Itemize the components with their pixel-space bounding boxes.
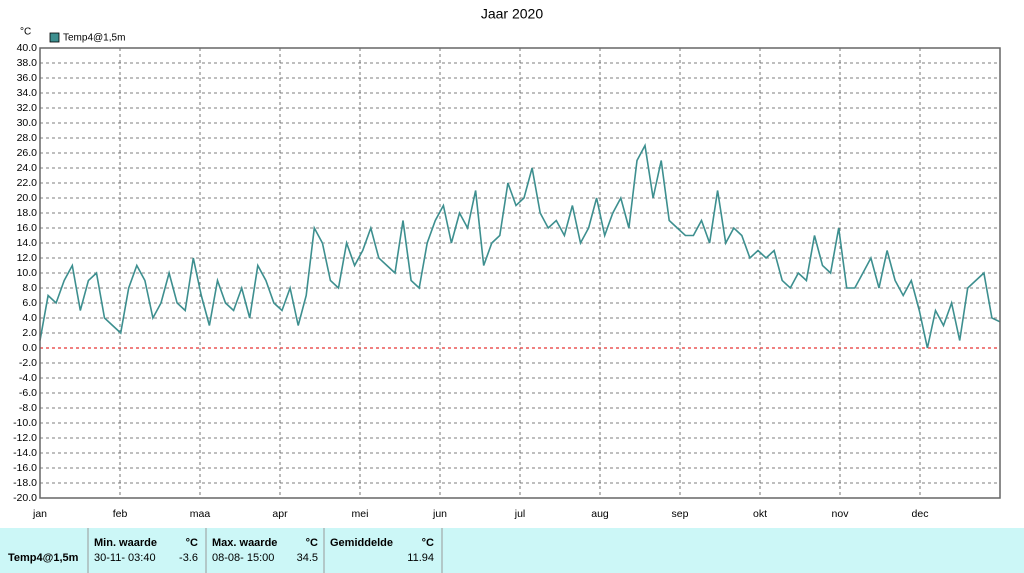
cell-time: 08-08- 15:00 xyxy=(212,552,274,564)
x-tick-label: jun xyxy=(432,508,447,520)
y-tick-label: 10.0 xyxy=(17,267,38,279)
plot-frame xyxy=(39,47,1001,499)
y-tick-label: 32.0 xyxy=(17,102,38,114)
col-unit: °C xyxy=(306,537,318,549)
legend-swatch xyxy=(49,32,60,43)
y-tick-label: -6.0 xyxy=(19,387,37,399)
y-tick-label: 30.0 xyxy=(17,117,38,129)
cell-value: 11.94 xyxy=(407,552,434,564)
col-header: Max. waarde xyxy=(212,537,277,549)
x-tick-label: okt xyxy=(753,508,767,520)
x-tick-label: dec xyxy=(912,508,929,520)
y-tick-label: -14.0 xyxy=(13,447,37,459)
col-header: Min. waarde xyxy=(94,537,157,549)
y-tick-label: 28.0 xyxy=(17,132,38,144)
y-tick-label: 12.0 xyxy=(17,252,38,264)
cell-value: 34.5 xyxy=(297,552,318,564)
y-tick-label: 34.0 xyxy=(17,87,38,99)
y-tick-label: 38.0 xyxy=(17,57,38,69)
data-line xyxy=(39,143,1001,349)
legend-label: Temp4@1,5m xyxy=(63,33,125,44)
y-tick-label: -12.0 xyxy=(13,432,37,444)
y-tick-label: 2.0 xyxy=(22,327,37,339)
y-tick-label: 14.0 xyxy=(17,237,38,249)
y-tick-label: 20.0 xyxy=(17,192,38,204)
col-header: Gemiddelde xyxy=(330,537,393,549)
y-tick-label: 8.0 xyxy=(22,282,37,294)
y-tick-label: 40.0 xyxy=(17,42,38,54)
y-tick-label: -4.0 xyxy=(19,372,37,384)
x-tick-label: sep xyxy=(672,508,689,520)
y-tick-label: -10.0 xyxy=(13,417,37,429)
x-tick-label: feb xyxy=(113,508,128,520)
y-unit: °C xyxy=(20,27,31,38)
y-tick-label: -2.0 xyxy=(19,357,37,369)
y-tick-label: -16.0 xyxy=(13,462,37,474)
chart-title: Jaar 2020 xyxy=(481,6,543,22)
x-tick-label: apr xyxy=(272,508,288,520)
x-tick-label: mei xyxy=(352,508,369,520)
y-tick-label: 22.0 xyxy=(17,177,38,189)
y-tick-label: 36.0 xyxy=(17,72,38,84)
y-tick-label: 0.0 xyxy=(22,342,37,354)
y-tick-label: 4.0 xyxy=(22,312,37,324)
row-label: Temp4@1,5m xyxy=(8,552,79,564)
y-tick-label: 18.0 xyxy=(17,207,38,219)
x-tick-label: jan xyxy=(32,508,47,520)
summary-table xyxy=(0,528,1024,573)
cell-value: -3.6 xyxy=(179,552,198,564)
y-tick-label: 26.0 xyxy=(17,147,38,159)
y-tick-label: 16.0 xyxy=(17,222,38,234)
x-tick-label: jul xyxy=(514,508,526,520)
y-tick-label: -20.0 xyxy=(13,492,37,504)
x-tick-label: aug xyxy=(591,508,609,520)
col-unit: °C xyxy=(422,537,434,549)
cell-time: 30-11- 03:40 xyxy=(94,552,156,564)
col-unit: °C xyxy=(186,537,198,549)
y-tick-label: 6.0 xyxy=(22,297,37,309)
y-tick-label: -8.0 xyxy=(19,402,37,414)
y-tick-label: 24.0 xyxy=(17,162,38,174)
x-tick-label: maa xyxy=(190,508,211,520)
y-tick-label: -18.0 xyxy=(13,477,37,489)
x-tick-label: nov xyxy=(832,508,850,520)
